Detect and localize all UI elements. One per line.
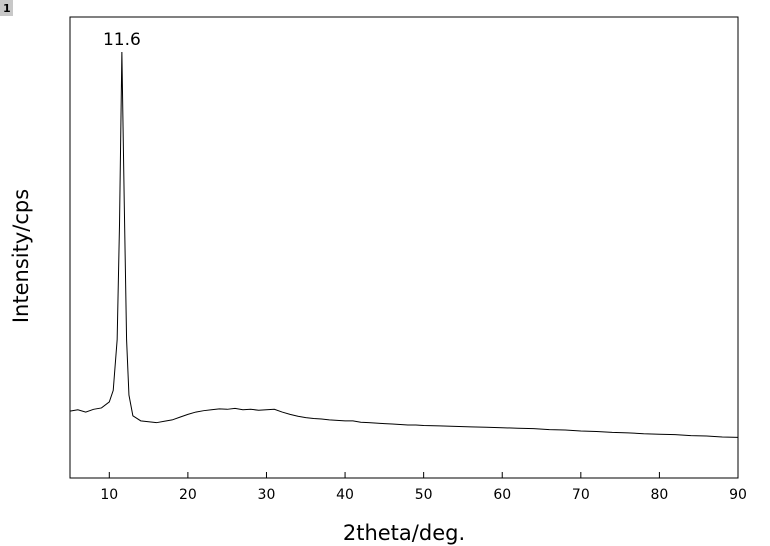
badge: 1	[3, 2, 11, 15]
x-tick-label: 90	[729, 487, 747, 503]
x-tick-label: 70	[572, 487, 590, 503]
x-tick-label: 40	[336, 487, 354, 503]
xrd-line	[69, 52, 739, 438]
plot-frame	[69, 16, 739, 479]
peak-annotation: 11.6	[103, 30, 141, 50]
y-axis-label: Intensity/cps	[9, 189, 33, 323]
x-tick-label: 80	[650, 487, 668, 503]
x-tick-label: 60	[493, 487, 511, 503]
x-axis-label: 2theta/deg.	[343, 521, 465, 545]
badge-bg	[0, 0, 13, 16]
x-tick-label: 50	[415, 487, 433, 503]
x-tick-label: 10	[100, 487, 118, 503]
x-tick-label: 30	[258, 487, 276, 503]
x-tick-label: 20	[179, 487, 197, 503]
